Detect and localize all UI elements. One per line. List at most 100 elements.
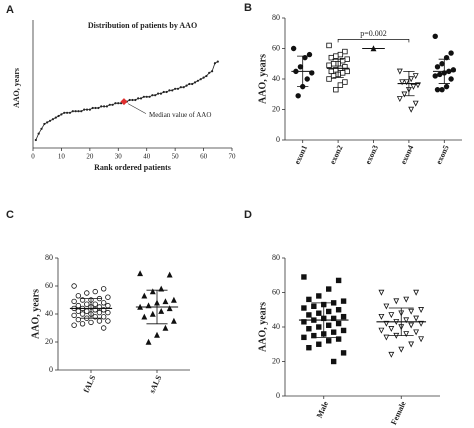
data-point xyxy=(176,87,180,90)
data-point xyxy=(149,288,156,295)
x-tick-label: 0 xyxy=(31,153,35,161)
data-point xyxy=(439,86,445,93)
data-point xyxy=(168,89,171,92)
data-point xyxy=(301,274,307,280)
data-point xyxy=(170,317,177,324)
data-point xyxy=(141,292,148,299)
data-point xyxy=(114,102,117,105)
data-point xyxy=(393,298,400,305)
error-bar xyxy=(146,289,168,325)
data-point xyxy=(306,344,312,351)
data-point xyxy=(432,73,438,79)
data-point xyxy=(403,79,410,86)
data-point xyxy=(97,106,100,110)
data-point xyxy=(340,298,347,304)
data-point xyxy=(333,53,339,59)
data-point xyxy=(92,301,98,307)
y-tick-label: 40 xyxy=(45,309,53,318)
data-point xyxy=(297,64,304,70)
data-point xyxy=(159,92,163,95)
data-point xyxy=(165,90,168,94)
data-point xyxy=(100,325,107,331)
data-point xyxy=(71,298,77,305)
y-axis-label: AAO, years xyxy=(257,302,268,352)
data-point xyxy=(60,113,63,116)
data-point xyxy=(330,329,337,335)
data-point xyxy=(105,294,111,300)
data-point xyxy=(403,317,410,324)
data-point xyxy=(100,286,107,292)
data-point xyxy=(34,138,37,142)
data-point xyxy=(154,331,160,338)
data-point xyxy=(339,70,346,76)
data-point xyxy=(92,288,98,295)
data-point xyxy=(306,326,312,332)
data-point xyxy=(432,33,438,39)
data-point xyxy=(383,303,390,310)
data-point xyxy=(100,105,103,108)
data-point xyxy=(37,132,40,135)
data-point xyxy=(105,318,111,324)
x-tick-label: 40 xyxy=(143,153,151,161)
data-point xyxy=(171,89,174,92)
y-axis-label: AAO, years xyxy=(30,289,41,339)
data-point xyxy=(434,86,441,93)
data-point xyxy=(328,68,335,75)
data-point xyxy=(145,338,152,345)
data-point xyxy=(388,351,395,358)
panel-label: C xyxy=(6,209,14,221)
data-point xyxy=(326,62,332,68)
data-point xyxy=(75,293,82,299)
data-point xyxy=(105,105,109,108)
annotation-arrow xyxy=(127,103,147,114)
data-point xyxy=(383,334,390,341)
significance-label: p=0.002 xyxy=(360,29,387,38)
data-point xyxy=(202,76,205,79)
data-point xyxy=(174,87,177,90)
data-point xyxy=(108,103,111,106)
data-point xyxy=(403,296,410,303)
data-point xyxy=(154,94,157,97)
data-point xyxy=(170,296,177,303)
data-point xyxy=(149,310,156,317)
error-bar xyxy=(438,58,450,84)
y-tick-label: 20 xyxy=(272,104,280,113)
data-point xyxy=(306,296,312,303)
data-point xyxy=(71,110,74,113)
data-point xyxy=(335,277,342,284)
data-point xyxy=(105,309,111,316)
y-tick-label: 40 xyxy=(272,322,280,331)
x-tick-label: 60 xyxy=(200,153,208,161)
x-tick-label: Male xyxy=(315,399,331,419)
data-point xyxy=(102,105,106,108)
data-point xyxy=(396,68,403,75)
data-point xyxy=(378,327,385,334)
data-point xyxy=(191,82,194,86)
data-point xyxy=(316,341,322,347)
data-point xyxy=(326,338,332,344)
data-point xyxy=(408,322,415,329)
y-tick-label: 0 xyxy=(276,135,280,144)
data-point xyxy=(105,302,111,309)
data-point xyxy=(71,312,77,319)
error-bar xyxy=(80,298,102,319)
data-point xyxy=(88,319,94,326)
data-point xyxy=(75,316,82,323)
data-point xyxy=(344,56,350,62)
x-tick-label: 30 xyxy=(115,153,123,161)
data-point xyxy=(403,331,410,338)
data-point xyxy=(96,318,103,324)
data-point xyxy=(63,111,66,114)
data-point xyxy=(128,98,131,102)
data-point xyxy=(439,61,445,67)
data-point xyxy=(418,336,425,343)
data-point xyxy=(158,308,165,314)
data-point xyxy=(71,283,77,289)
y-tick-label: 0 xyxy=(276,391,280,400)
x-tick-label: sALS xyxy=(147,373,163,394)
data-point xyxy=(71,322,77,328)
data-point xyxy=(413,329,420,336)
data-point xyxy=(326,308,332,315)
data-point xyxy=(51,118,55,121)
data-point xyxy=(91,106,94,110)
